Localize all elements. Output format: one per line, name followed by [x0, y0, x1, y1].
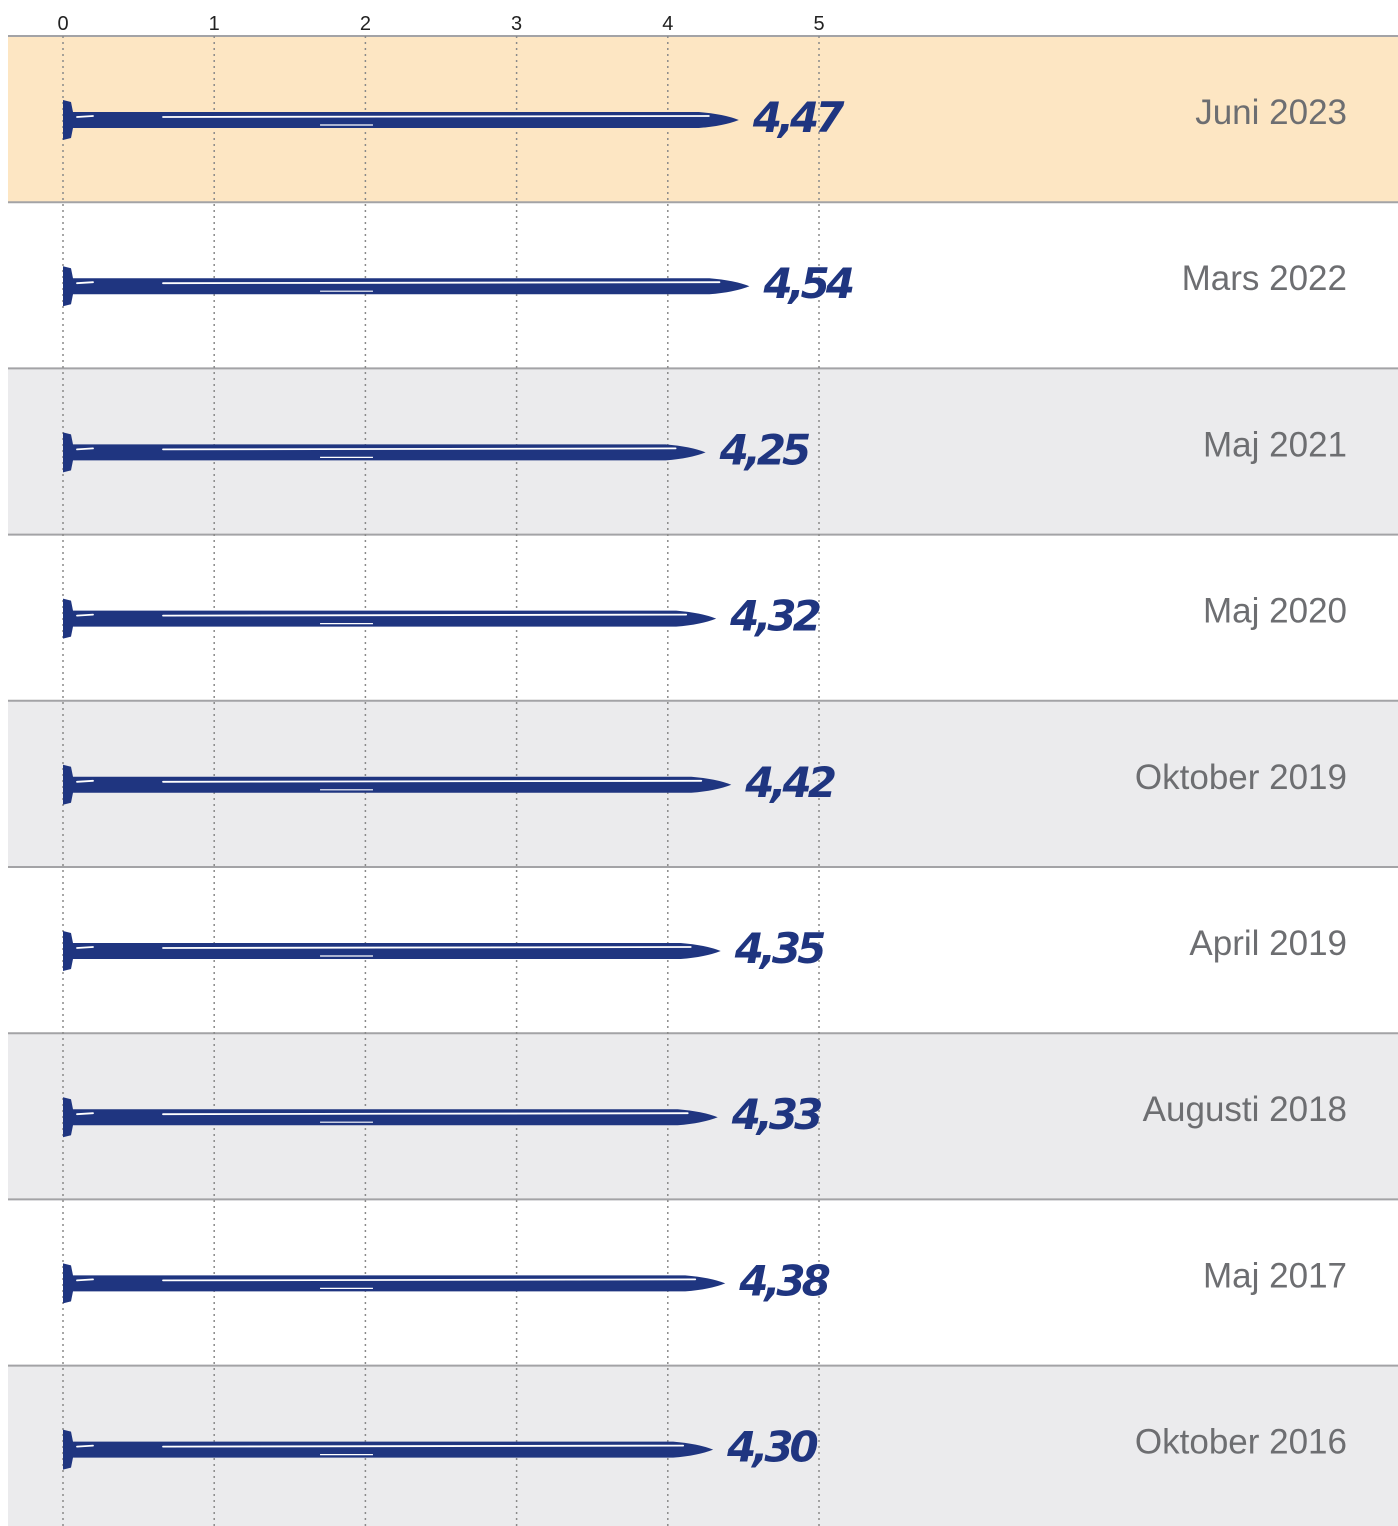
- value-label: 4,38: [738, 1256, 829, 1305]
- category-label: Juni 2023: [1195, 93, 1347, 132]
- nail-shine: [77, 781, 701, 782]
- value-label: 4,42: [744, 758, 834, 807]
- x-tick-label: 3: [511, 13, 522, 35]
- x-tick-label: 0: [57, 13, 68, 35]
- x-tick-label: 2: [360, 13, 371, 35]
- nail-shine: [77, 1113, 688, 1114]
- chart: 0 1 2 3 4 5 4,47 Juni 2023 4,54 Mars 2022 4,25 Maj …: [0, 0, 1398, 1526]
- value-label: 4,35: [734, 924, 825, 973]
- nail-shine: [77, 1446, 683, 1447]
- category-label: Augusti 2018: [1143, 1090, 1347, 1129]
- nail-shine: [77, 615, 686, 616]
- value-label: 4,33: [731, 1090, 821, 1139]
- value-label: 4,30: [726, 1423, 817, 1472]
- category-label: Mars 2022: [1182, 259, 1347, 298]
- category-label: Maj 2021: [1203, 425, 1347, 464]
- value-label: 4,25: [719, 425, 810, 474]
- category-label: Maj 2017: [1203, 1256, 1347, 1295]
- category-label: Oktober 2016: [1135, 1423, 1347, 1462]
- category-label: Maj 2020: [1203, 592, 1347, 631]
- x-tick-label: 1: [209, 13, 220, 35]
- value-label: 4,47: [752, 93, 845, 142]
- category-label: April 2019: [1189, 924, 1347, 963]
- x-tick-label: 4: [662, 13, 673, 35]
- nail-shine: [77, 116, 709, 117]
- category-label: Oktober 2019: [1135, 758, 1347, 797]
- value-label: 4,32: [729, 592, 819, 641]
- value-label: 4,54: [762, 259, 852, 308]
- nail-shine: [77, 947, 691, 948]
- x-tick-label: 5: [813, 13, 824, 35]
- nail-shine: [77, 282, 719, 283]
- nail-shine: [77, 1279, 695, 1280]
- nail-shine: [77, 448, 676, 449]
